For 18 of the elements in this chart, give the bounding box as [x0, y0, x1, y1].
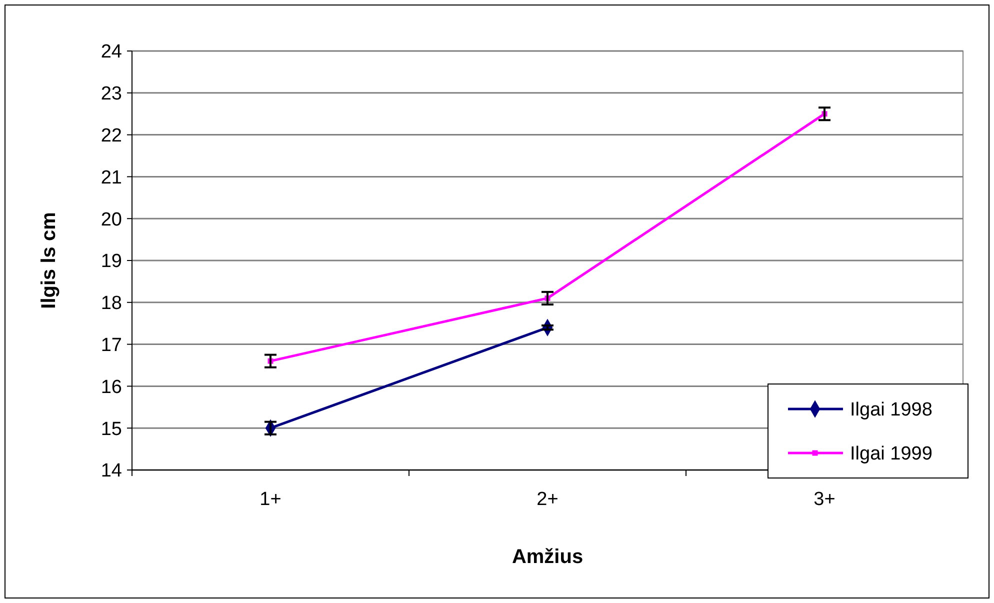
x-axis-title: Amžius [512, 546, 584, 568]
y-tick-label: 15 [100, 418, 122, 440]
y-tick-label: 22 [100, 125, 122, 146]
x-tick-label: 1+ [260, 489, 282, 510]
y-tick-label: 20 [100, 209, 122, 230]
x-tick-label: 2+ [536, 489, 558, 510]
y-tick-label: 19 [100, 251, 122, 272]
y-tick-label: 24 [100, 42, 122, 63]
y-tick-label: 18 [100, 293, 122, 314]
y-tick-label: 23 [100, 84, 122, 105]
legend-label: Ilgai 1999 [850, 444, 932, 465]
y-tick-label: 17 [100, 334, 122, 356]
y-tick-label: 14 [100, 460, 122, 482]
y-tick-label: 16 [100, 376, 122, 398]
y-axis-title: Ilgis ls cm [38, 212, 60, 309]
y-tick-label: 21 [100, 167, 122, 188]
x-tick-label: 3+ [814, 489, 836, 510]
legend-label: Ilgai 1998 [850, 400, 932, 421]
